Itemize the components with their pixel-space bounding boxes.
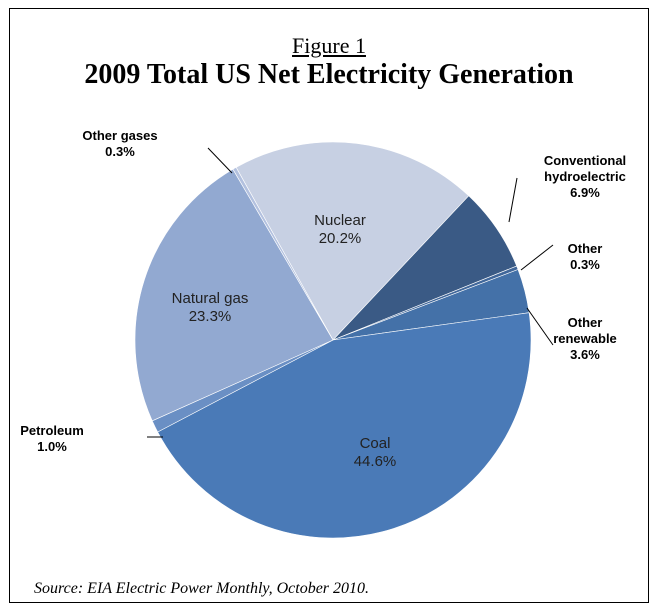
- slice-label-natural-gas: Natural gas 23.3%: [172, 290, 249, 325]
- leader-line-conventional-hydroelectric: [508, 177, 518, 223]
- slice-label-conventional-hydroelectric: Conventional hydroelectric 6.9%: [544, 153, 626, 200]
- slice-label-petroleum: Petroleum 1.0%: [20, 423, 84, 454]
- leader-line-other-gases: [207, 147, 233, 174]
- slice-label-other-renewable: Other renewable 3.6%: [553, 315, 617, 362]
- leader-line-other-renewable: [526, 307, 554, 346]
- pie-slice-nuclear: [235, 141, 470, 341]
- slice-label-other-gases: Other gases 0.3%: [82, 128, 157, 159]
- pie-slice-natural-gas: [134, 168, 334, 422]
- pie-slice-other-gases: [232, 166, 334, 341]
- slice-label-coal: Coal 44.6%: [354, 435, 397, 470]
- chart-title: 2009 Total US Net Electricity Generation: [84, 59, 574, 90]
- figure-label: Figure 1: [292, 33, 366, 58]
- slice-label-nuclear: Nuclear 20.2%: [314, 212, 366, 247]
- pie-slice-coal: [157, 312, 532, 539]
- leader-line-other: [520, 244, 554, 271]
- slice-label-other: Other 0.3%: [568, 241, 603, 272]
- source-note: Source: EIA Electric Power Monthly, Octo…: [34, 580, 370, 597]
